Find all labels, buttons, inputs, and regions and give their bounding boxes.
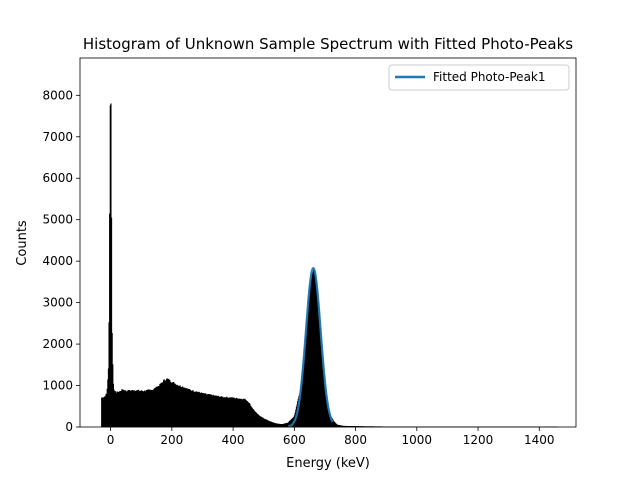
legend-label-fitted-photo-peak1: Fitted Photo-Peak1 [433, 70, 546, 84]
legend: Fitted Photo-Peak1 [388, 64, 570, 91]
y-tick-label-5000: 5000 [42, 213, 73, 227]
x-tick-label-0: 0 [107, 433, 115, 447]
y-tick-label-1000: 1000 [42, 379, 73, 393]
y-tick-label-0: 0 [65, 420, 73, 434]
legend-box [388, 64, 570, 91]
x-tick-label-1200: 1200 [463, 433, 494, 447]
y-axis: 0 1000 2000 3000 4000 5000 6000 7000 8000 [42, 88, 80, 434]
plot-frame [79, 57, 577, 428]
y-tick-label-7000: 7000 [42, 130, 73, 144]
chart-title: Histogram of Unknown Sample Spectrum wit… [83, 35, 573, 53]
y-tick-label-2000: 2000 [42, 337, 73, 351]
histogram-bars [101, 103, 558, 428]
x-tick-label-400: 400 [222, 433, 245, 447]
y-tick-label-3000: 3000 [42, 296, 73, 310]
y-axis-label: Counts [15, 220, 30, 266]
plot-area [101, 103, 558, 428]
x-axis-label: Energy (keV) [286, 456, 370, 471]
x-tick-label-1400: 1400 [524, 433, 555, 447]
y-tick-label-6000: 6000 [42, 171, 73, 185]
fitted-photo-peak1-curve [287, 267, 334, 428]
y-tick-label-8000: 8000 [42, 88, 73, 102]
x-tick-label-800: 800 [344, 433, 367, 447]
x-axis: 0 200 400 600 800 1000 1200 1400 [107, 427, 555, 447]
x-tick-label-600: 600 [283, 433, 306, 447]
y-tick-label-4000: 4000 [42, 254, 73, 268]
x-tick-label-1000: 1000 [402, 433, 433, 447]
x-tick-label-200: 200 [160, 433, 183, 447]
